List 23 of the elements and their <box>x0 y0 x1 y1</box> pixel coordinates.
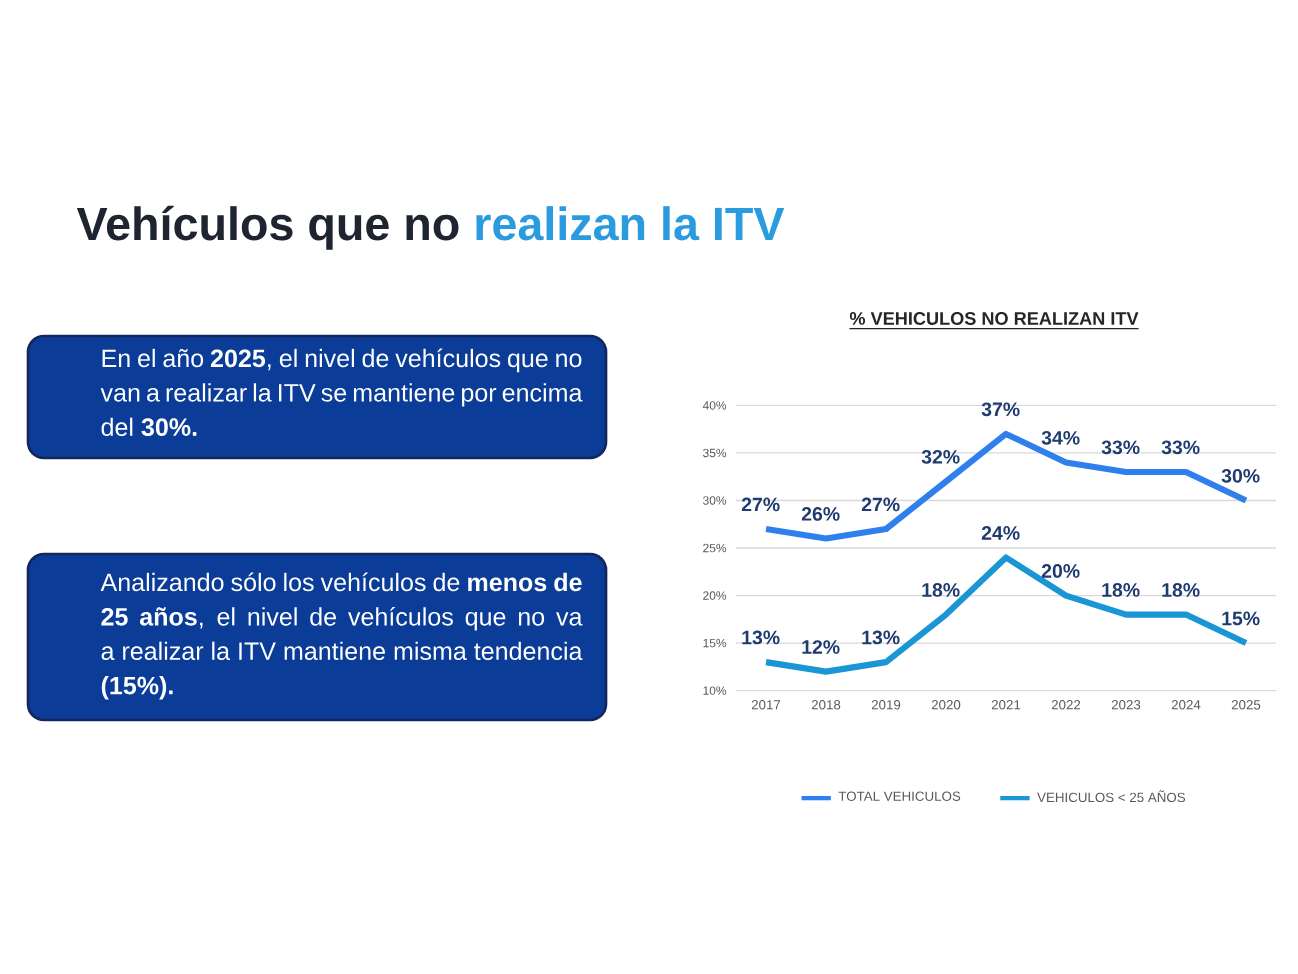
data-label: 30% <box>1221 468 1260 483</box>
data-label: 34% <box>1041 430 1080 445</box>
data-label: 33% <box>1161 440 1200 455</box>
data-label: 27% <box>861 497 900 512</box>
data-label: 12% <box>802 640 840 654</box>
text: Vehículos que no <box>76 205 459 250</box>
data-label: 15% <box>1222 611 1260 626</box>
data-label: 18% <box>1102 583 1140 597</box>
data-label: 20% <box>1041 564 1080 578</box>
text: realizan la ITV <box>476 206 785 241</box>
data-label: 32% <box>921 449 960 464</box>
data-label: 26% <box>801 507 840 521</box>
data-label: 18% <box>922 583 960 597</box>
data-label: 37% <box>981 402 1020 417</box>
data-label: 33% <box>1101 440 1140 455</box>
data-label: 13% <box>862 630 900 645</box>
data-label: 24% <box>981 526 1020 540</box>
text: En el año 2025, el nivel de vehículos que no van a realizar la ITV se mantiene por encima del 30%. <box>100 348 583 437</box>
data-label: 18% <box>1162 583 1200 597</box>
data-label: 27% <box>741 497 780 512</box>
data-label: 13% <box>742 630 780 645</box>
text: Analizando sólo los vehículos de menos de 25 años, el nivel de vehículos que no va a realizar la ITV mantiene misma tendencia (15%). <box>100 572 583 700</box>
chart-title: % VEHICULOS NO REALIZAN ITV <box>849 312 1139 325</box>
